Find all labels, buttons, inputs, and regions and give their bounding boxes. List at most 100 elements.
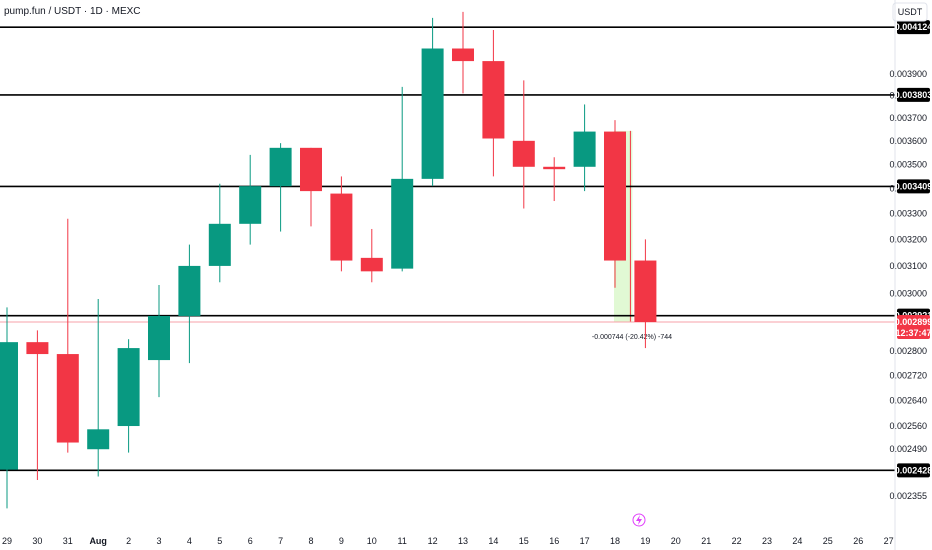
candle-body <box>87 429 110 450</box>
level-price-tag: 0.003409 <box>895 179 932 194</box>
candle[interactable] <box>452 11 474 94</box>
y-tick-label: 0.003000 <box>889 288 927 298</box>
x-tick-label: 16 <box>549 536 559 546</box>
x-tick-label: 10 <box>367 536 377 546</box>
x-tick-label: Aug <box>89 536 107 546</box>
candle[interactable] <box>482 29 505 177</box>
y-tick-label: 0.003500 <box>889 159 927 169</box>
x-tick-label: 14 <box>488 536 498 546</box>
candle-body <box>239 186 262 224</box>
candle[interactable] <box>148 285 170 398</box>
candle[interactable] <box>300 147 322 227</box>
level-price-tag-bg <box>897 20 930 35</box>
candle[interactable] <box>239 154 262 245</box>
x-tick-label: 17 <box>580 536 590 546</box>
y-tick-label: 0.002800 <box>889 346 927 356</box>
y-tick-label: 0.003600 <box>889 136 927 146</box>
x-tick-label: 21 <box>701 536 711 546</box>
candle-body <box>117 348 140 427</box>
lightning-icon[interactable] <box>632 513 646 527</box>
x-tick-label: 3 <box>156 536 161 546</box>
x-tick-label: 11 <box>398 536 407 546</box>
candle[interactable] <box>573 104 596 192</box>
candle[interactable] <box>512 80 535 209</box>
x-tick-label: 27 <box>884 536 894 546</box>
x-tick-label: 13 <box>458 536 468 546</box>
candle[interactable] <box>543 157 566 202</box>
candle[interactable] <box>421 17 444 187</box>
candle[interactable] <box>330 176 353 272</box>
level-price-tag-bg <box>897 463 930 478</box>
y-tick-label: 0.003300 <box>889 209 927 219</box>
level-price-tag-label: 0.003409 <box>895 181 932 191</box>
x-tick-label: 31 <box>63 536 73 546</box>
x-tick-label: 5 <box>217 536 222 546</box>
y-tick-label: 0.002560 <box>889 421 927 431</box>
candle-body <box>330 193 353 261</box>
x-tick-label: 12 <box>428 536 438 546</box>
x-tick-label: 15 <box>519 536 529 546</box>
y-tick-label: 0.002490 <box>889 444 927 454</box>
candle-body <box>391 178 414 269</box>
x-tick-label: 2 <box>126 536 131 546</box>
candle-body <box>482 61 505 139</box>
x-tick-label: 30 <box>32 536 42 546</box>
candle-body <box>543 166 566 170</box>
y-tick-label: 0.003100 <box>889 261 927 271</box>
level-price-tag-label: 0.004124 <box>895 22 932 32</box>
y-tick-label: 0.002640 <box>889 395 927 405</box>
chart-title: pump.fun / USDT · 1D · MEXC <box>4 6 141 17</box>
level-price-tag-bg <box>897 179 930 194</box>
currency-button[interactable]: USDT <box>892 2 928 22</box>
level-price-tag-label: 0.003803 <box>895 90 932 100</box>
y-tick-label: 0.003200 <box>889 234 927 244</box>
x-tick-label: 19 <box>640 536 650 546</box>
x-tick-label: 22 <box>732 536 742 546</box>
candle-body <box>604 131 626 261</box>
candle[interactable] <box>208 183 231 283</box>
candle-body <box>421 48 444 179</box>
candle-body <box>300 147 322 192</box>
candle[interactable] <box>117 339 140 453</box>
candle-body <box>208 223 231 266</box>
x-tick-label: 4 <box>187 536 192 546</box>
x-tick-label: 7 <box>278 536 283 546</box>
currency-button-label: USDT <box>898 7 923 17</box>
level-price-tag: 0.002428 <box>895 463 932 478</box>
candle-body <box>269 147 292 187</box>
x-tick-label: 9 <box>339 536 344 546</box>
candle-body <box>26 342 49 355</box>
y-tick-label: 0.003900 <box>889 69 927 79</box>
x-tick-label: 18 <box>610 536 620 546</box>
x-tick-label: 26 <box>853 536 863 546</box>
current-price-tag-bg <box>897 314 930 339</box>
candle-body <box>573 131 596 167</box>
candle[interactable] <box>391 86 414 272</box>
candle[interactable] <box>634 239 657 349</box>
x-tick-label: 8 <box>308 536 313 546</box>
candle[interactable] <box>360 228 383 283</box>
candle-body <box>178 265 201 316</box>
x-tick-label: 25 <box>823 536 833 546</box>
candle[interactable] <box>604 120 626 288</box>
candle-body <box>512 140 535 167</box>
candle[interactable] <box>0 307 18 509</box>
candle[interactable] <box>56 218 79 453</box>
candle-body <box>148 315 170 361</box>
candle[interactable] <box>87 298 110 477</box>
x-tick-label: 23 <box>762 536 772 546</box>
candle[interactable] <box>178 244 201 364</box>
x-tick-label: 29 <box>2 536 12 546</box>
candle-body <box>360 257 383 272</box>
current-price-label: 0.002899 <box>895 317 932 327</box>
candle-body <box>56 354 79 443</box>
y-tick-label: 0.002720 <box>889 370 927 380</box>
level-price-tag-label: 0.002428 <box>895 465 932 475</box>
candle[interactable] <box>26 330 49 481</box>
candle[interactable] <box>269 143 292 232</box>
level-price-tag: 0.003803 <box>895 87 932 102</box>
x-tick-label: 20 <box>671 536 681 546</box>
